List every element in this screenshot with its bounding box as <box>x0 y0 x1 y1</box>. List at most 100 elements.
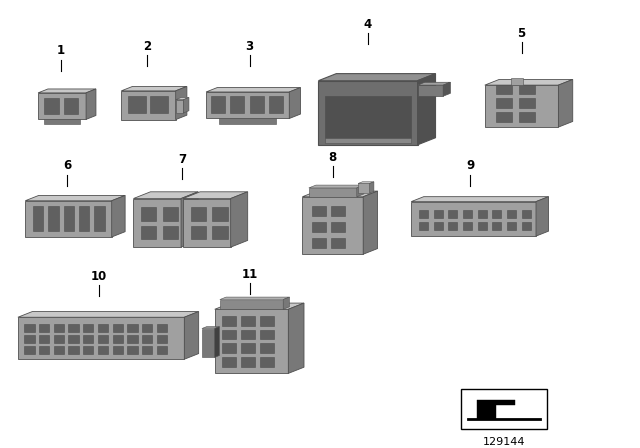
Polygon shape <box>309 185 364 188</box>
Bar <box>191 207 206 220</box>
Bar <box>157 335 167 343</box>
Polygon shape <box>309 188 357 197</box>
Polygon shape <box>412 197 548 202</box>
Bar <box>98 346 108 354</box>
Bar <box>150 96 168 113</box>
Bar <box>68 324 79 332</box>
Bar <box>223 330 237 339</box>
Text: 129144: 129144 <box>483 437 525 447</box>
Bar <box>54 335 64 343</box>
Polygon shape <box>133 198 181 247</box>
Bar <box>33 207 43 231</box>
Bar <box>463 222 472 230</box>
Text: 10: 10 <box>91 270 108 283</box>
Polygon shape <box>175 100 184 113</box>
Bar <box>477 222 487 230</box>
Bar <box>434 222 443 230</box>
Text: 3: 3 <box>246 40 253 53</box>
Bar <box>212 226 228 239</box>
Bar <box>511 78 524 85</box>
Bar <box>54 346 64 354</box>
Bar <box>49 207 59 231</box>
Bar <box>98 324 108 332</box>
Polygon shape <box>220 297 289 300</box>
Bar <box>163 226 178 239</box>
Bar <box>141 226 156 239</box>
Polygon shape <box>18 311 198 317</box>
Polygon shape <box>183 198 230 247</box>
Polygon shape <box>443 82 451 96</box>
Bar <box>142 324 152 332</box>
Bar <box>24 346 35 354</box>
Polygon shape <box>485 85 558 127</box>
Polygon shape <box>38 89 96 93</box>
Polygon shape <box>230 192 248 247</box>
Bar <box>448 222 457 230</box>
Bar <box>260 330 274 339</box>
Polygon shape <box>206 87 301 92</box>
Bar <box>312 222 326 232</box>
Polygon shape <box>215 309 288 373</box>
Bar <box>461 389 547 429</box>
Polygon shape <box>122 86 187 91</box>
Bar <box>113 346 123 354</box>
Polygon shape <box>358 184 370 193</box>
Bar <box>241 343 255 353</box>
Polygon shape <box>220 300 283 309</box>
Bar <box>324 138 411 142</box>
Bar <box>269 96 283 113</box>
Bar <box>68 335 79 343</box>
Bar <box>127 324 138 332</box>
Polygon shape <box>370 182 374 193</box>
Polygon shape <box>303 191 378 197</box>
Bar <box>241 316 255 326</box>
Polygon shape <box>25 201 111 237</box>
Bar <box>324 96 411 138</box>
Bar <box>312 206 326 216</box>
Bar <box>141 207 156 220</box>
Bar <box>497 85 513 95</box>
Bar <box>522 210 531 218</box>
Bar <box>223 357 237 367</box>
Text: 6: 6 <box>63 159 71 172</box>
Bar <box>63 207 74 231</box>
Polygon shape <box>175 86 187 120</box>
Polygon shape <box>175 98 189 100</box>
Bar <box>98 335 108 343</box>
Bar <box>332 238 346 248</box>
Bar <box>212 207 228 220</box>
Text: 8: 8 <box>329 151 337 164</box>
Bar <box>83 324 93 332</box>
Polygon shape <box>219 118 276 124</box>
Bar <box>312 238 326 248</box>
Polygon shape <box>417 85 443 96</box>
Bar <box>127 335 138 343</box>
Bar <box>39 346 49 354</box>
Bar <box>260 316 274 326</box>
Bar <box>497 99 513 108</box>
Polygon shape <box>133 192 198 198</box>
Bar <box>223 343 237 353</box>
Polygon shape <box>202 327 220 328</box>
Bar <box>260 343 274 353</box>
Polygon shape <box>111 195 125 237</box>
Bar <box>519 85 535 95</box>
Bar <box>507 222 516 230</box>
Bar <box>332 206 346 216</box>
Bar <box>128 96 146 113</box>
Polygon shape <box>319 73 435 81</box>
Bar <box>39 324 49 332</box>
Polygon shape <box>184 98 189 113</box>
Bar <box>419 210 428 218</box>
Text: 9: 9 <box>467 159 474 172</box>
Bar <box>191 226 206 239</box>
Bar <box>419 222 428 230</box>
Polygon shape <box>122 91 175 120</box>
Polygon shape <box>319 81 417 145</box>
Polygon shape <box>18 317 184 359</box>
Bar <box>507 210 516 218</box>
Polygon shape <box>358 182 374 184</box>
Polygon shape <box>45 119 80 124</box>
Bar <box>24 324 35 332</box>
Polygon shape <box>184 311 198 359</box>
